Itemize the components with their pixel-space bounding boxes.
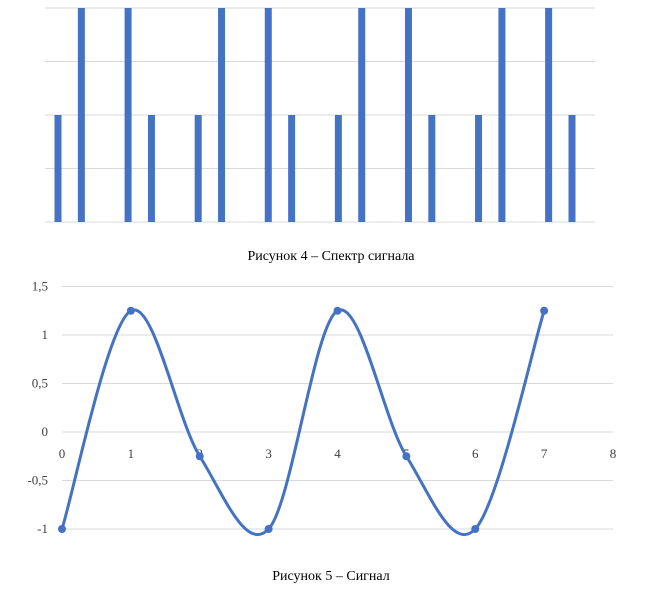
signal-chart: -1-0,500,511,5012345678 [27,279,617,537]
signal-data-point [264,525,273,533]
signal-y-tick-label: -1 [37,521,48,536]
spectrum-chart [45,7,595,223]
signal-data-point [540,306,549,315]
spectrum-bar [54,115,62,222]
signal-data-point [126,306,135,315]
signal-x-tick-label: 8 [610,446,617,461]
spectrum-bar [194,115,202,222]
spectrum-bar [498,8,506,222]
signal-y-tick-label: 1,5 [32,279,48,294]
spectrum-bar [77,8,85,222]
signal-series-line [60,308,546,537]
signal-y-tick-label: 0 [42,424,49,439]
spectrum-bar [334,115,342,222]
spectrum-bar [404,8,412,222]
spectrum-bar [358,8,366,222]
figure-4-caption: Рисунок 4 – Спектр сигнала [247,249,415,264]
signal-data-point [333,306,342,315]
signal-x-tick-label: 1 [128,446,135,461]
spectrum-bar [475,115,483,222]
signal-y-tick-label: -0,5 [27,473,48,488]
spectrum-bar [264,8,272,222]
signal-data-point [195,452,204,461]
spectrum-bar [147,115,155,222]
signal-data-point [471,525,480,533]
signal-x-tick-label: 4 [334,446,341,461]
figure-5-caption: Рисунок 5 – Сигнал [272,569,390,584]
spectrum-bar [288,115,296,222]
signal-x-tick-label: 7 [541,446,548,461]
signal-x-tick-label: 0 [59,446,66,461]
signal-y-tick-label: 1 [42,327,49,342]
spectrum-bar [568,115,576,222]
signal-y-tick-label: 0,5 [32,376,48,391]
spectrum-bar [428,115,436,222]
spectrum-bar [124,8,132,222]
spectrum-bar [545,8,553,222]
signal-x-tick-label: 6 [472,446,479,461]
signal-x-tick-label: 3 [265,446,272,461]
signal-data-point [402,452,411,461]
signal-data-point [58,525,66,533]
spectrum-bar [218,8,226,222]
